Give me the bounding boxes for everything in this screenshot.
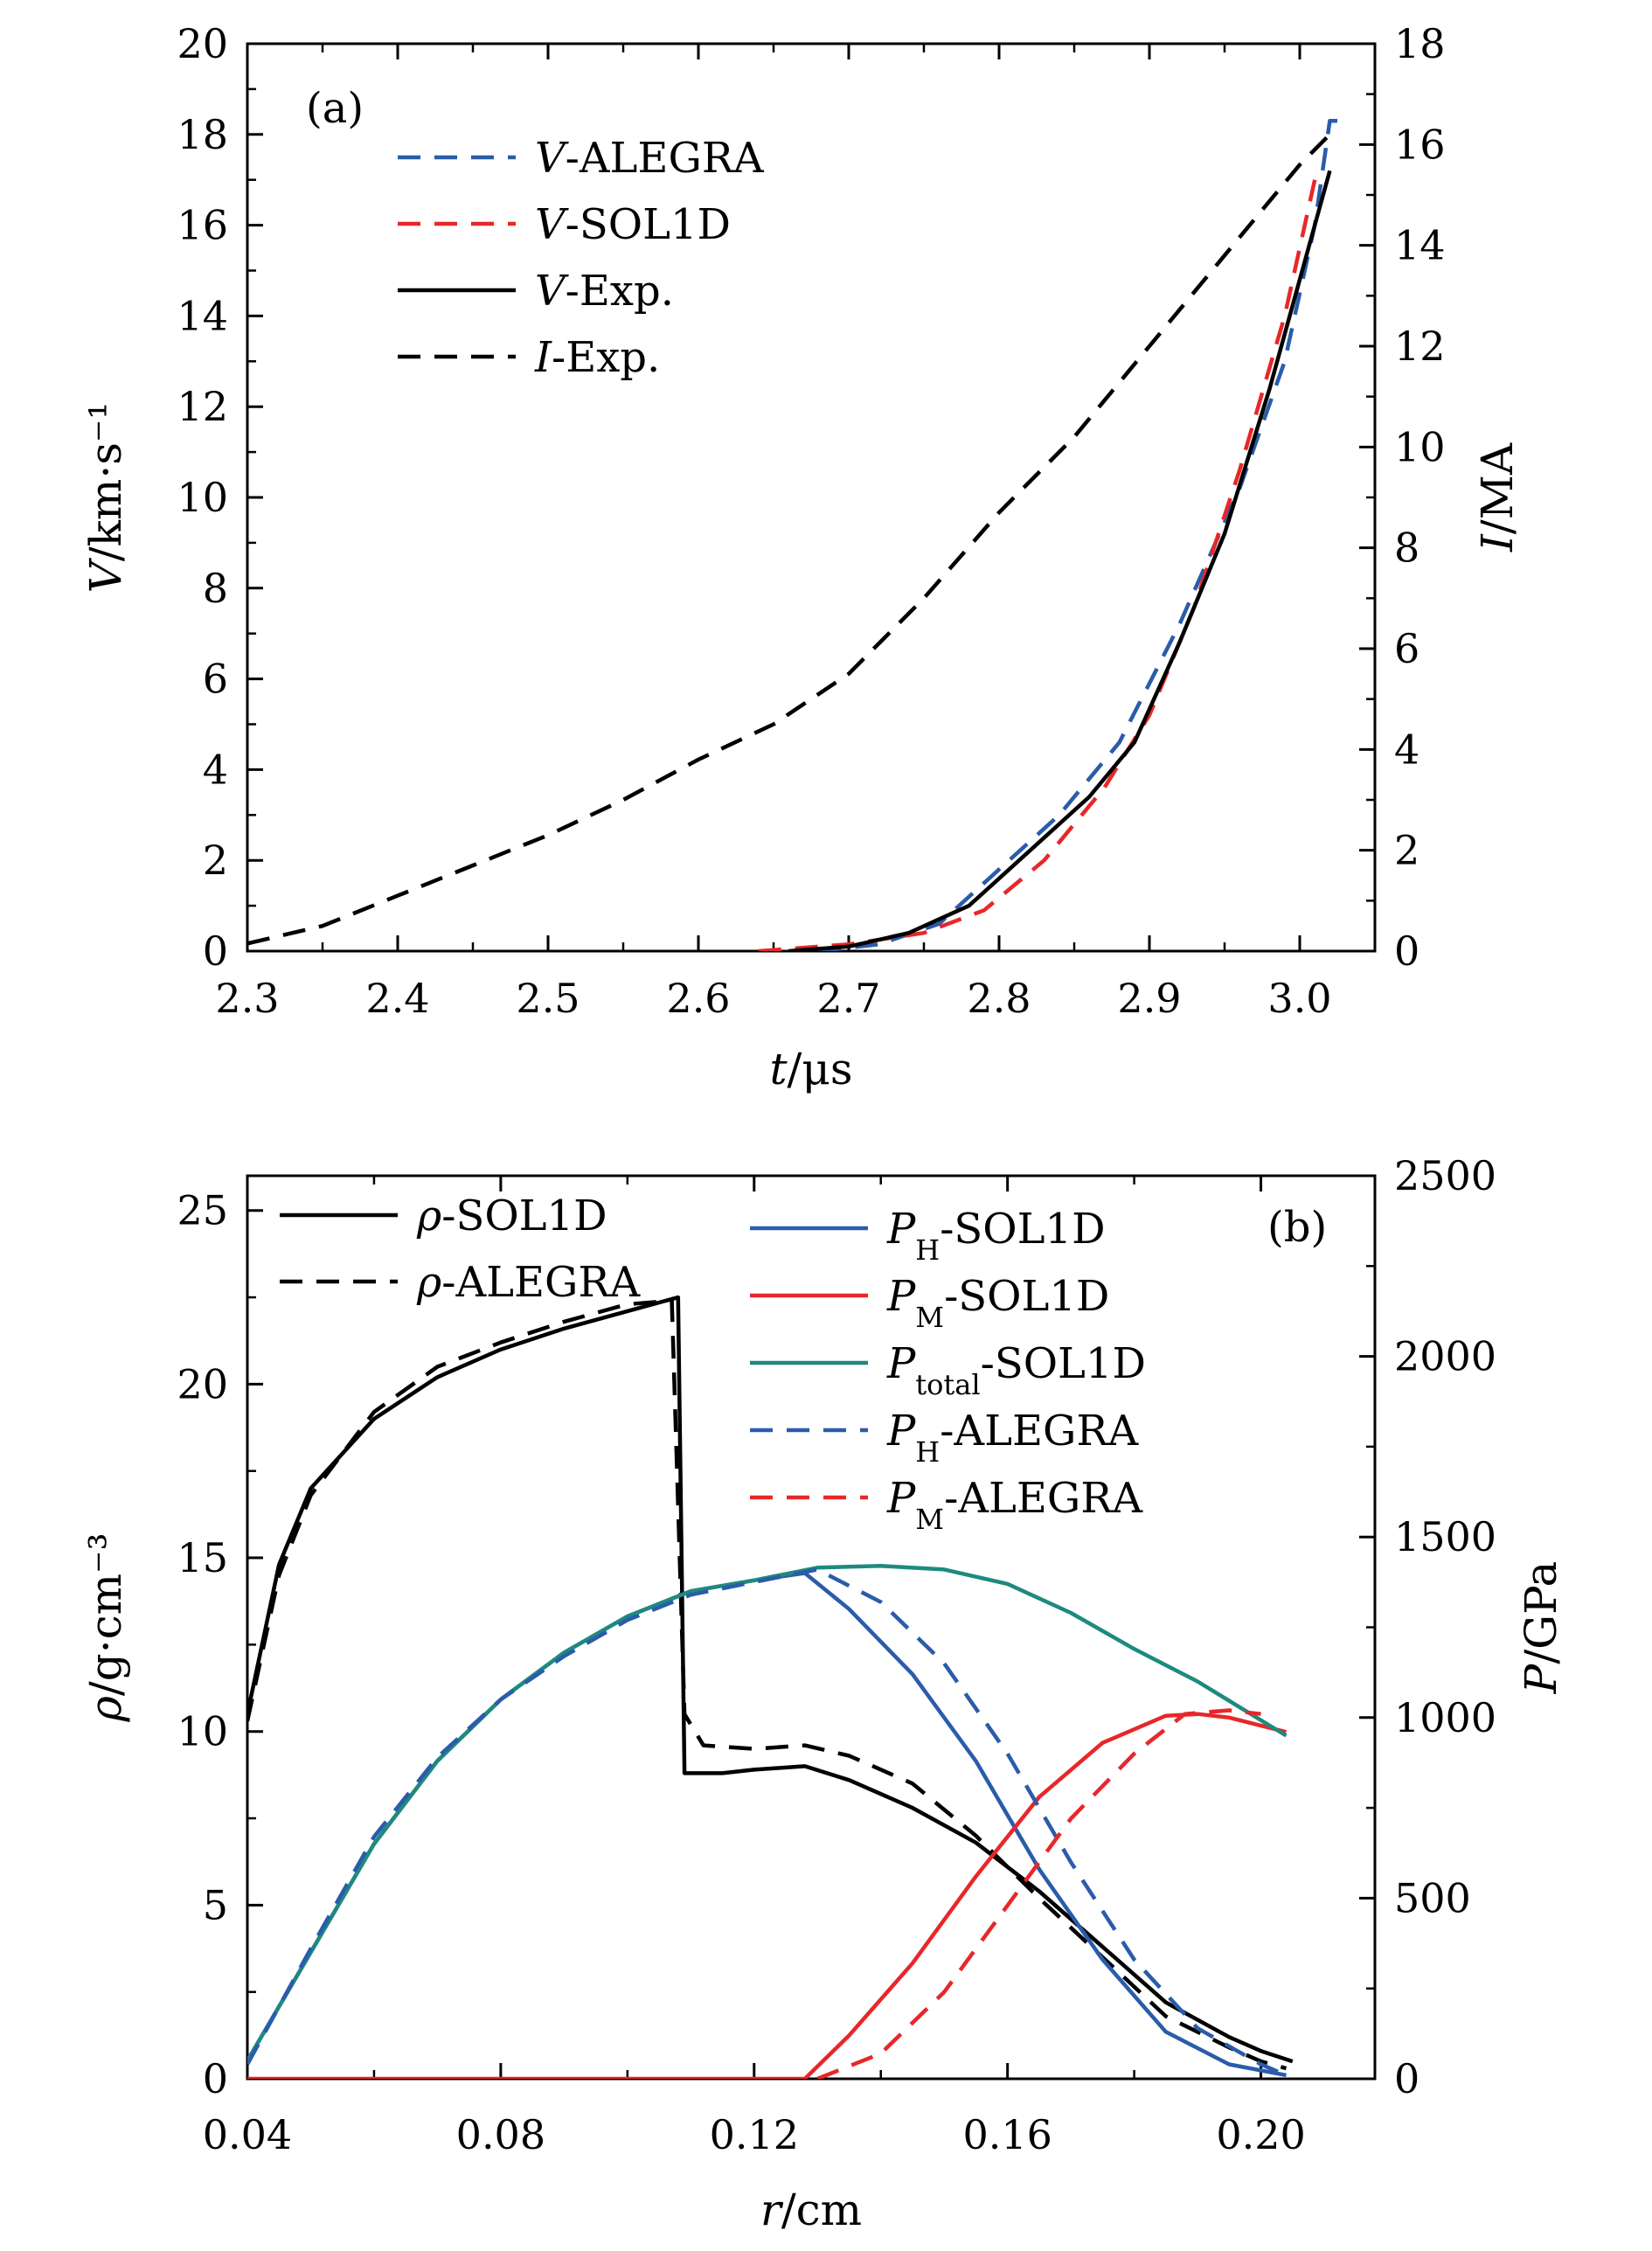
panel-a-x-tick-label: 2.8 — [967, 975, 1031, 1022]
panel-a-y-tick-label: 20 — [177, 20, 228, 67]
panel-a-y2-tick-label: 6 — [1394, 625, 1419, 672]
panel-a-y-tick-label: 8 — [203, 565, 228, 612]
panel-a-x-tick-label: 3.0 — [1267, 975, 1331, 1022]
panel-b-y-tick-label: 0 — [203, 2055, 228, 2102]
panel-b-legend-label-rho-alegra: ρ-ALEGRA — [416, 1258, 642, 1307]
panel-a-x-tick-label: 2.3 — [215, 975, 279, 1022]
panel-b-plot-frame — [246, 1174, 1377, 2081]
panel-b-series-p-h-alegra — [247, 1567, 1288, 2077]
panel-a-y2-tick-label: 0 — [1394, 927, 1419, 975]
panel-b-legend-label-p-h-alegra: PH-ALEGRA — [886, 1407, 1139, 1469]
panel-a-y2-tick-label: 10 — [1394, 423, 1446, 470]
panel-b-y2-tick-label: 1000 — [1394, 1694, 1496, 1741]
panel-b-series-rho-sol1d — [247, 1295, 1294, 2064]
panel-b-legend-label-rho-sol1d: ρ-SOL1D — [416, 1192, 607, 1240]
panel-a-series-i-exp — [247, 133, 1331, 946]
chart-panel-b: 0.04 0.08 0.12 0.16 0.20 0 5 10 15 20 25 0 500 1000 15… — [80, 1152, 1566, 2235]
panel-a-x-tick-label: 2.5 — [516, 975, 580, 1022]
panel-a-x-axis-label: t/μs — [769, 1044, 852, 1094]
panel-a-y-tick-label: 12 — [177, 383, 228, 430]
panel-b-y-tick-label: 25 — [177, 1187, 228, 1234]
panel-b-legend-label-p-m-alegra: PM-ALEGRA — [886, 1474, 1143, 1536]
panel-a-series-v-exp — [788, 170, 1332, 951]
panel-b-y-tick-label: 20 — [177, 1360, 228, 1407]
panel-a-y-tick-label: 14 — [177, 292, 228, 339]
panel-a-y2-tick-label: 18 — [1394, 20, 1446, 67]
panel-b-y2-tick-label: 500 — [1394, 1874, 1471, 1921]
panel-b-series-rho-alegra — [247, 1298, 1288, 2071]
panel-a-series-v-alegra — [818, 118, 1337, 951]
panel-b-legend-label-p-h-sol1d: PH-SOL1D — [886, 1205, 1106, 1267]
panel-a-legend-label-v-alegra: V-ALEGRA — [535, 134, 765, 183]
panel-a-y2-tick-label: 14 — [1394, 222, 1446, 269]
panel-a-y-tick-label: 18 — [177, 111, 228, 158]
panel-a-y-tick-label: 16 — [177, 202, 228, 249]
panel-a-y2-tick-label: 16 — [1394, 121, 1446, 168]
panel-b-y2-axis-label: P/GPa — [1516, 1561, 1566, 1695]
panel-b-series-group — [247, 1295, 1294, 2079]
panel-b-x-tick-label: 0.20 — [1216, 2111, 1305, 2158]
panel-a-y-tick-label: 2 — [203, 837, 228, 884]
panel-b-x-tick-label: 0.04 — [203, 2111, 292, 2158]
panel-b-y-tick-label: 10 — [177, 1708, 228, 1755]
panel-b-x-tick-label: 0.08 — [456, 2111, 545, 2158]
panel-a-legend-label-i-exp: I-Exp. — [534, 333, 660, 382]
panel-b-y2-tick-label: 2000 — [1394, 1333, 1496, 1380]
panel-a-series-group — [247, 118, 1337, 951]
panel-b-y-axis-label: ρ/g·cm⁻³ — [80, 1532, 131, 1722]
panel-b-x-axis-label: r/cm — [760, 2185, 862, 2235]
panel-b-y-tick-label: 15 — [177, 1534, 228, 1581]
panel-b-y2-tick-label: 2500 — [1394, 1152, 1496, 1199]
panel-a-x-tick-label: 2.4 — [365, 975, 429, 1022]
panel-a-x-tick-label: 2.6 — [666, 975, 730, 1022]
panel-b-series-p-m-sol1d — [247, 1712, 1288, 2079]
panel-a-panel-label: (a) — [306, 84, 364, 133]
panel-a-y2-tick-label: 2 — [1394, 827, 1419, 874]
panel-a-y-axis-label: V/km·s⁻¹ — [80, 402, 131, 594]
panel-a-plot-frame — [246, 42, 1377, 953]
panel-b-x-tick-label: 0.12 — [710, 2111, 799, 2158]
panel-a-y2-axis-label: I/MA — [1472, 442, 1523, 552]
panel-a-legend-label-v-exp: V-Exp. — [535, 267, 674, 316]
panel-b-y2-tick-label: 0 — [1394, 2055, 1419, 2102]
panel-a-y-tick-label: 0 — [203, 927, 228, 975]
panel-b-panel-label: (b) — [1267, 1203, 1327, 1252]
panel-b-legend-label-p-total-sol1d: Ptotal-SOL1D — [886, 1339, 1146, 1401]
panel-a-x-tick-label: 2.9 — [1117, 975, 1181, 1022]
panel-a-y-tick-label: 10 — [177, 474, 228, 521]
panel-b-y-tick-label: 5 — [203, 1881, 228, 1928]
panel-a-series-v-sol1d — [758, 179, 1317, 951]
panel-a-y-tick-label: 4 — [203, 746, 228, 793]
panel-a-y2-tick-label: 4 — [1394, 726, 1419, 773]
panel-a-y2-tick-label: 12 — [1394, 323, 1446, 370]
panel-b-series-p-m-alegra — [816, 1708, 1261, 2079]
panel-b-legend-label-p-m-sol1d: PM-SOL1D — [886, 1272, 1109, 1334]
panel-a-x-tick-label: 2.7 — [816, 975, 880, 1022]
panel-a-y-tick-label: 6 — [203, 656, 228, 703]
panel-b-series-p-total-sol1d — [247, 1564, 1288, 2062]
panel-a-y2-tick-label: 8 — [1394, 525, 1419, 572]
panel-a-legend-label-v-sol1d: V-SOL1D — [535, 200, 731, 249]
panel-b-y2-tick-label: 1500 — [1394, 1513, 1496, 1560]
chart-panel-a: 2.3 2.4 2.5 2.6 2.7 2.8 2.9 3.0 0 2 4 6 8 10 12 14 16 18 2… — [80, 20, 1523, 1094]
panel-b-x-tick-label: 0.16 — [962, 2111, 1052, 2158]
